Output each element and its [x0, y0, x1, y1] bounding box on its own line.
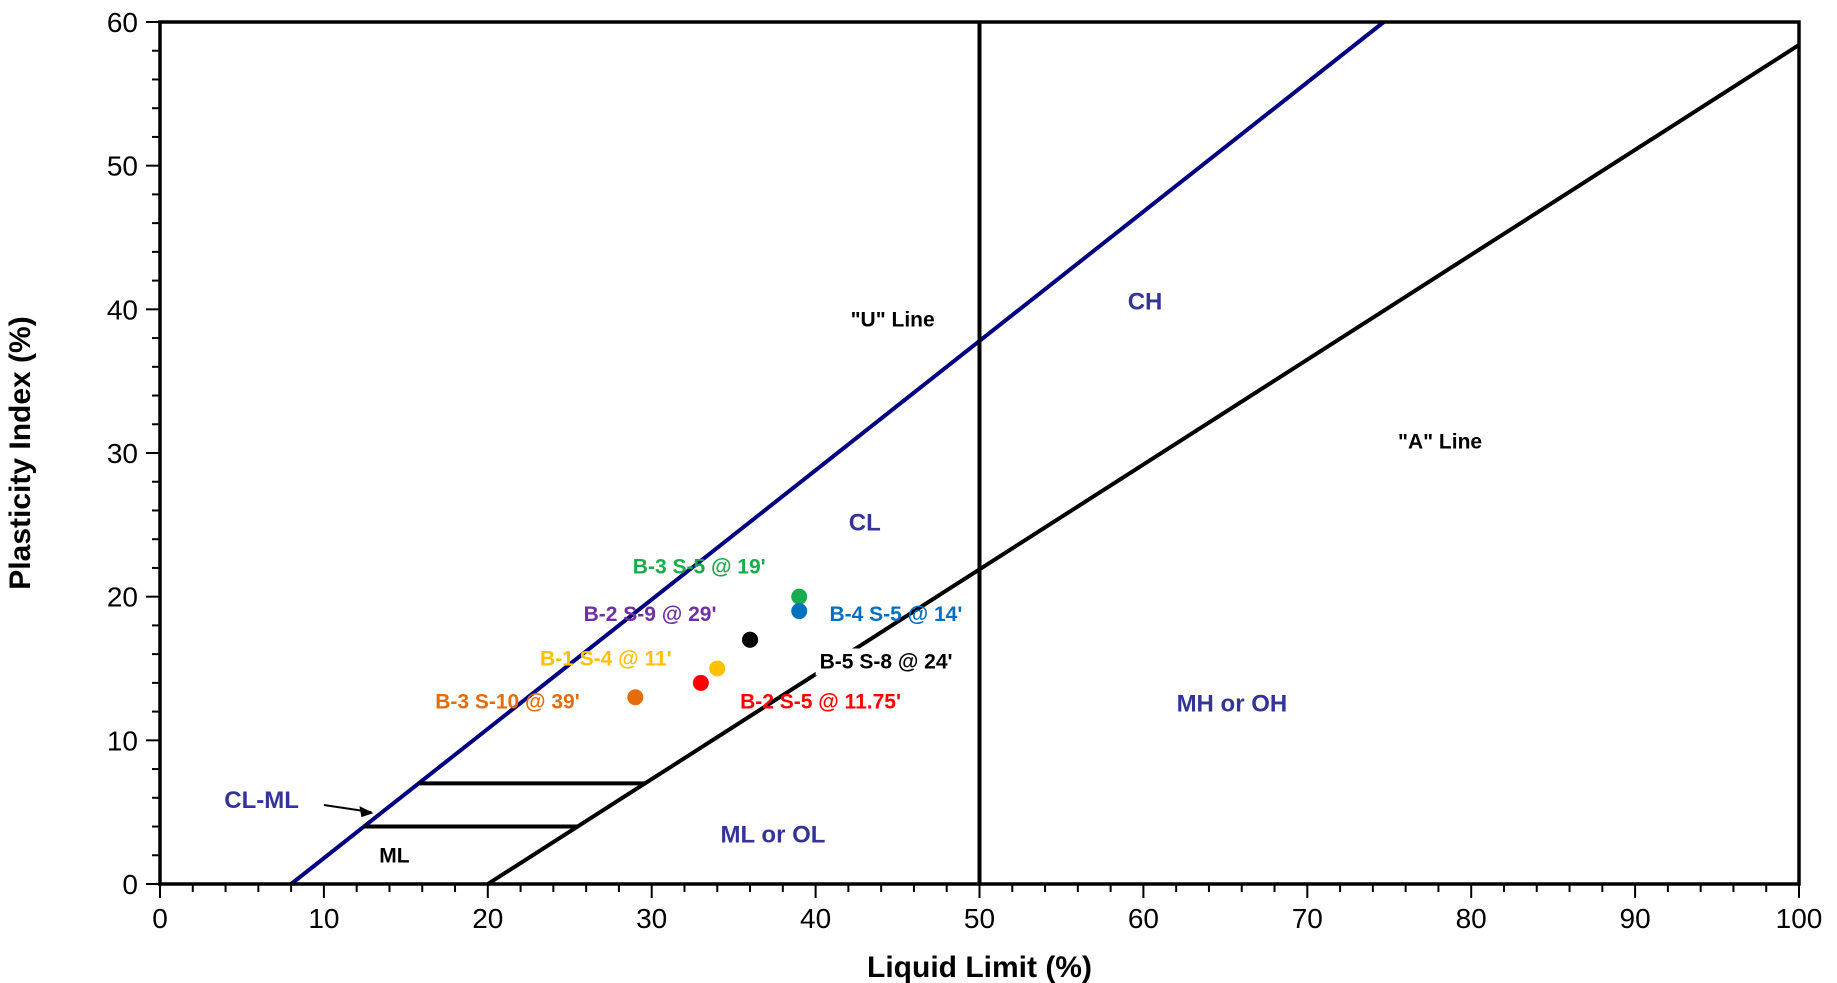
x-tick-labels: 0 10 20 30 40 50 60 70 80 90 100: [152, 903, 1822, 934]
x-tick-label: 80: [1456, 903, 1487, 934]
point-label-background: [815, 648, 957, 676]
x-tick-label: 30: [636, 903, 667, 934]
x-tick-label: 40: [800, 903, 831, 934]
x-axis-title: Liquid Limit (%): [867, 951, 1092, 983]
plot-frame: [158, 20, 1801, 886]
line-labels: "U" Line "A" Line: [851, 309, 1483, 454]
x-tick-label: 0: [152, 903, 168, 934]
y-tick-label: 40: [107, 294, 138, 325]
zone-labels: CH CL MH or OH ML or OL CL-ML ML: [224, 288, 1287, 867]
u-line-group: [289, 20, 1386, 886]
y-tick-labels: 0 10 20 30 40 50 60: [107, 7, 138, 900]
x-tick-label: 100: [1776, 903, 1823, 934]
point-label: B-4 S-5 @ 14': [829, 603, 962, 626]
point-labels: B-3 S-5 @ 19' B-2 S-9 @ 29' B-4 S-5 @ 14' B…: [435, 556, 962, 714]
zone-label: MH or OH: [1177, 691, 1288, 718]
a-line-group: [486, 43, 1801, 886]
data-point: [692, 674, 709, 691]
line-label: "U" Line: [851, 309, 935, 332]
point-label: B-2 S-5 @ 11.75': [740, 691, 901, 714]
point-label: B-3 S-10 @ 39': [435, 691, 580, 714]
y-tick-label: 10: [107, 725, 138, 756]
cl-ml-arrow-head: [359, 806, 374, 818]
x-tick-label: 20: [472, 903, 503, 934]
data-point: [742, 631, 759, 648]
y-axis-title: Plasticity Index (%): [4, 316, 37, 589]
zone-label: ML or OL: [721, 821, 826, 848]
y-tick-label: 50: [107, 151, 138, 182]
y-tick-label: 20: [107, 582, 138, 613]
x-tick-label: 60: [1128, 903, 1159, 934]
tick-marks: [146, 21, 1800, 898]
zone-label: ML: [379, 844, 409, 867]
line-label: "A" Line: [1398, 431, 1482, 454]
cl-ml-hatch-group: [363, 781, 645, 829]
data-point: [791, 603, 808, 620]
data-points: [627, 588, 808, 706]
point-label: B-2 S-9 @ 29': [584, 603, 717, 626]
point-label: B-5 S-8 @ 24': [820, 651, 953, 674]
zone-label: CL: [849, 510, 881, 537]
zone-label: CL-ML: [224, 787, 299, 814]
x-tick-label: 50: [964, 903, 995, 934]
x-tick-label: 70: [1292, 903, 1323, 934]
x-tick-label: 90: [1620, 903, 1651, 934]
data-point: [709, 660, 726, 677]
data-point: [791, 588, 808, 605]
y-tick-label: 30: [107, 438, 138, 469]
zone-label: CH: [1128, 288, 1163, 315]
point-label: B-3 S-5 @ 19': [633, 556, 766, 579]
data-point: [627, 689, 644, 706]
x-tick-label: 10: [308, 903, 339, 934]
y-tick-label: 60: [107, 7, 138, 38]
u-line: [289, 20, 1386, 886]
y-tick-label: 0: [122, 869, 138, 900]
point-label: B-1 S-4 @ 11': [540, 648, 672, 671]
a-line: [486, 43, 1801, 886]
